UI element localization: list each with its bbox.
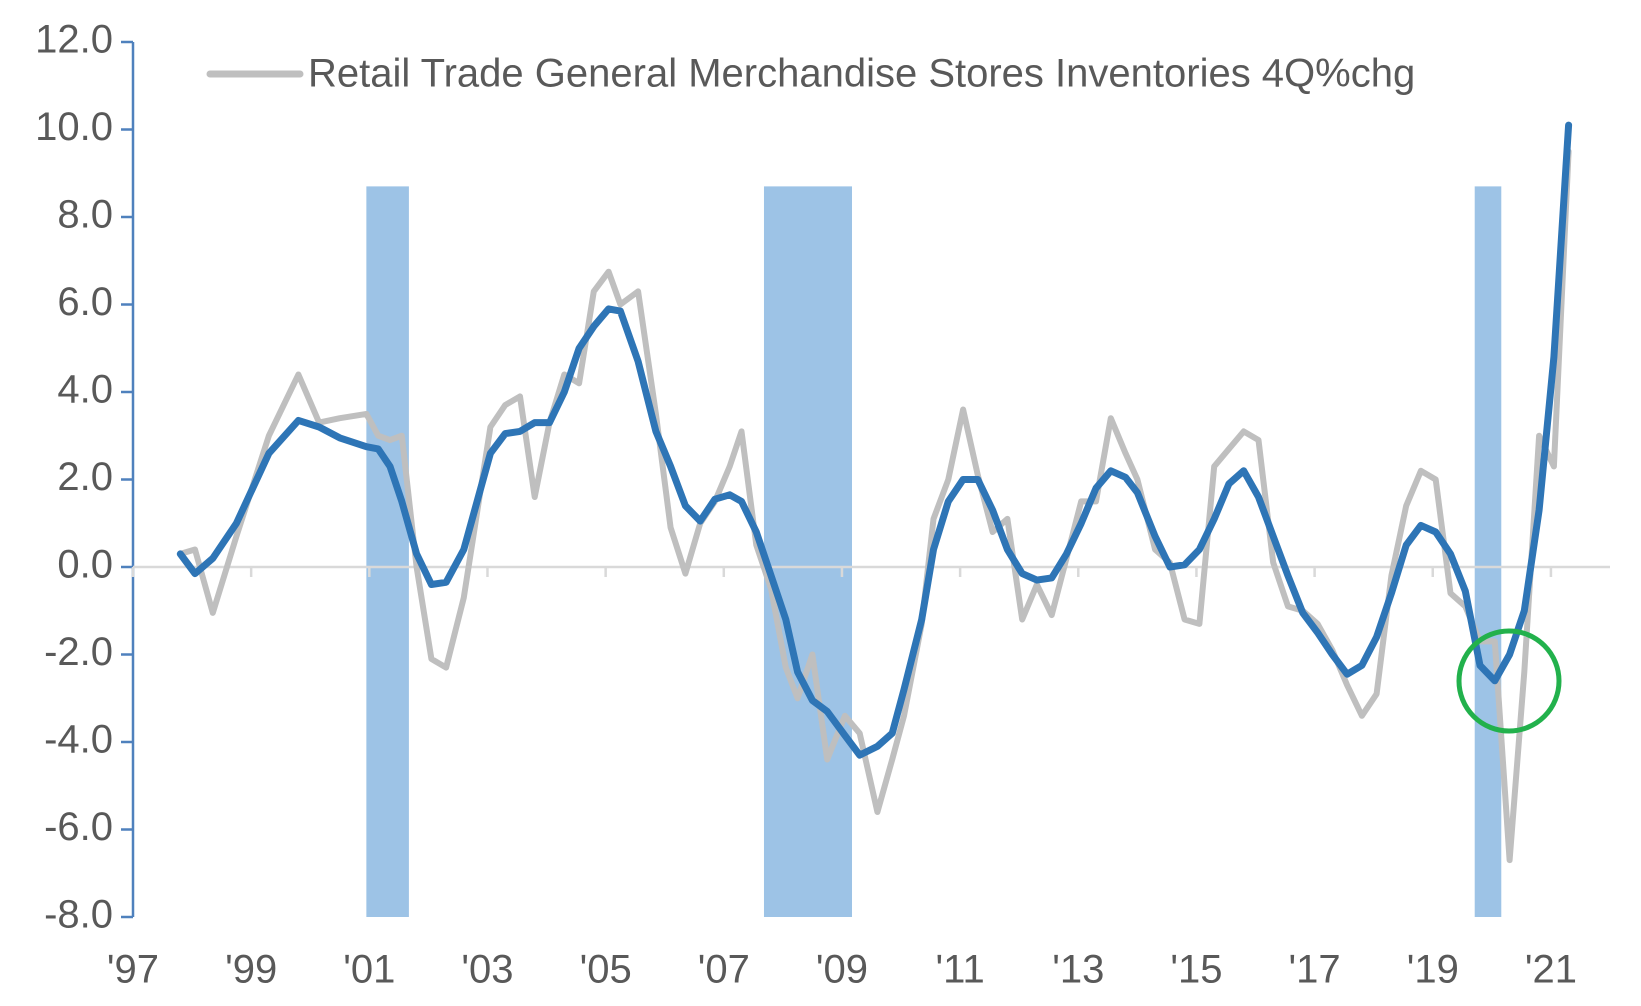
x-tick-label: '15 <box>1170 948 1222 992</box>
recession-band <box>763 186 853 917</box>
y-tick-label: 8.0 <box>57 193 113 237</box>
y-tick-label: -6.0 <box>44 805 113 849</box>
series-line <box>176 121 1573 759</box>
y-tick-label: 0.0 <box>57 543 113 587</box>
y-tick-label: 12.0 <box>35 18 113 62</box>
x-tick-label: '17 <box>1289 948 1341 992</box>
y-tick-label: 2.0 <box>57 455 113 499</box>
x-tick-label: '97 <box>107 948 159 992</box>
recession-band <box>366 186 409 917</box>
y-tick-label: -8.0 <box>44 893 113 937</box>
x-tick-label: '21 <box>1525 948 1577 992</box>
x-tick-label: '11 <box>936 948 985 992</box>
y-tick-label: 4.0 <box>57 368 113 412</box>
y-tick-label: 6.0 <box>57 280 113 324</box>
x-tick-label: '19 <box>1407 948 1459 992</box>
y-tick-label: 10.0 <box>35 105 113 149</box>
series-line <box>177 148 1572 864</box>
y-tick-label: -2.0 <box>44 630 113 674</box>
legend-label: Retail Trade General Merchandise Stores … <box>308 52 1415 96</box>
x-tick-label: '01 <box>343 948 395 992</box>
recession-band <box>1474 186 1502 917</box>
x-tick-label: '05 <box>580 948 632 992</box>
x-tick-label: '09 <box>816 948 868 992</box>
x-tick-label: '07 <box>698 948 750 992</box>
x-tick-label: '03 <box>461 948 513 992</box>
highlight-circle <box>1456 628 1562 734</box>
x-tick-label: '13 <box>1052 948 1104 992</box>
x-tick-label: '99 <box>225 948 277 992</box>
y-tick-label: -4.0 <box>44 718 113 762</box>
